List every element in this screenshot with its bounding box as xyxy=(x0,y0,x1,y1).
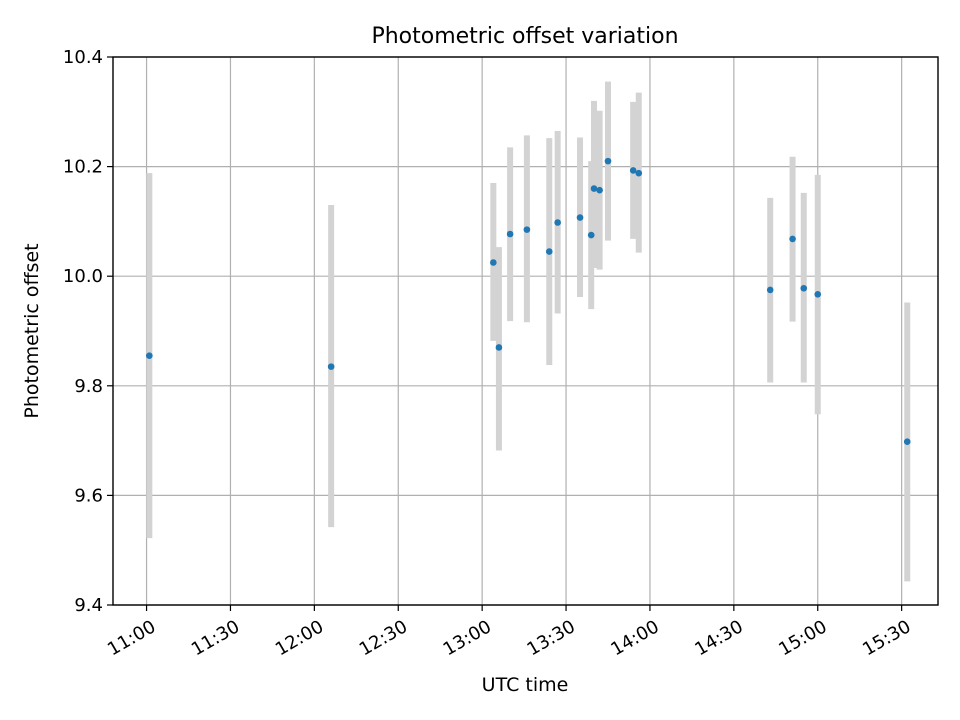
y-tick-label: 9.4 xyxy=(74,595,103,616)
data-point xyxy=(495,344,503,351)
y-axis-label: Photometric offset xyxy=(21,243,43,418)
data-point xyxy=(800,284,808,292)
plot-frame xyxy=(112,56,939,606)
data-point xyxy=(523,226,531,233)
data-point xyxy=(554,219,561,226)
chart-title: Photometric offset variation xyxy=(371,24,678,49)
x-tick-label: 14:00 xyxy=(607,616,662,660)
x-axis-label: UTC time xyxy=(482,674,569,696)
data-point xyxy=(146,352,153,359)
x-tick-label: 11:30 xyxy=(188,616,243,660)
data-point xyxy=(576,214,584,221)
data-point xyxy=(327,363,335,370)
x-tick-label: 14:30 xyxy=(691,616,746,660)
data-points xyxy=(146,157,911,445)
data-point xyxy=(789,235,796,243)
data-point xyxy=(590,185,598,192)
data-point xyxy=(635,169,643,177)
x-tick-label: 15:30 xyxy=(859,616,914,660)
data-point xyxy=(766,286,774,294)
y-tick-label: 9.6 xyxy=(74,485,103,506)
data-point xyxy=(506,230,514,238)
data-point xyxy=(587,231,595,239)
y-tick-label: 10.2 xyxy=(63,157,103,178)
x-tick-label: 12:00 xyxy=(272,616,327,660)
data-point xyxy=(604,157,612,165)
error-bars xyxy=(146,81,911,582)
x-tick-label: 13:00 xyxy=(440,616,495,660)
axis-ticks: 11:00 11:30 12:00 12:30 13:00 13:30 14:00 14:30… xyxy=(63,47,915,660)
data-point xyxy=(629,167,637,174)
data-point xyxy=(814,290,822,298)
data-point xyxy=(545,248,553,255)
y-tick-label: 10.0 xyxy=(63,266,103,287)
data-point xyxy=(490,259,497,266)
data-point xyxy=(596,186,603,194)
x-tick-label: 15:00 xyxy=(775,616,830,660)
data-point xyxy=(903,438,911,445)
x-tick-label: 13:30 xyxy=(524,616,579,660)
y-tick-label: 9.8 xyxy=(74,376,103,397)
x-tick-label: 12:30 xyxy=(356,616,411,660)
y-tick-label: 10.4 xyxy=(63,47,103,68)
x-tick-label: 11:00 xyxy=(104,616,159,660)
